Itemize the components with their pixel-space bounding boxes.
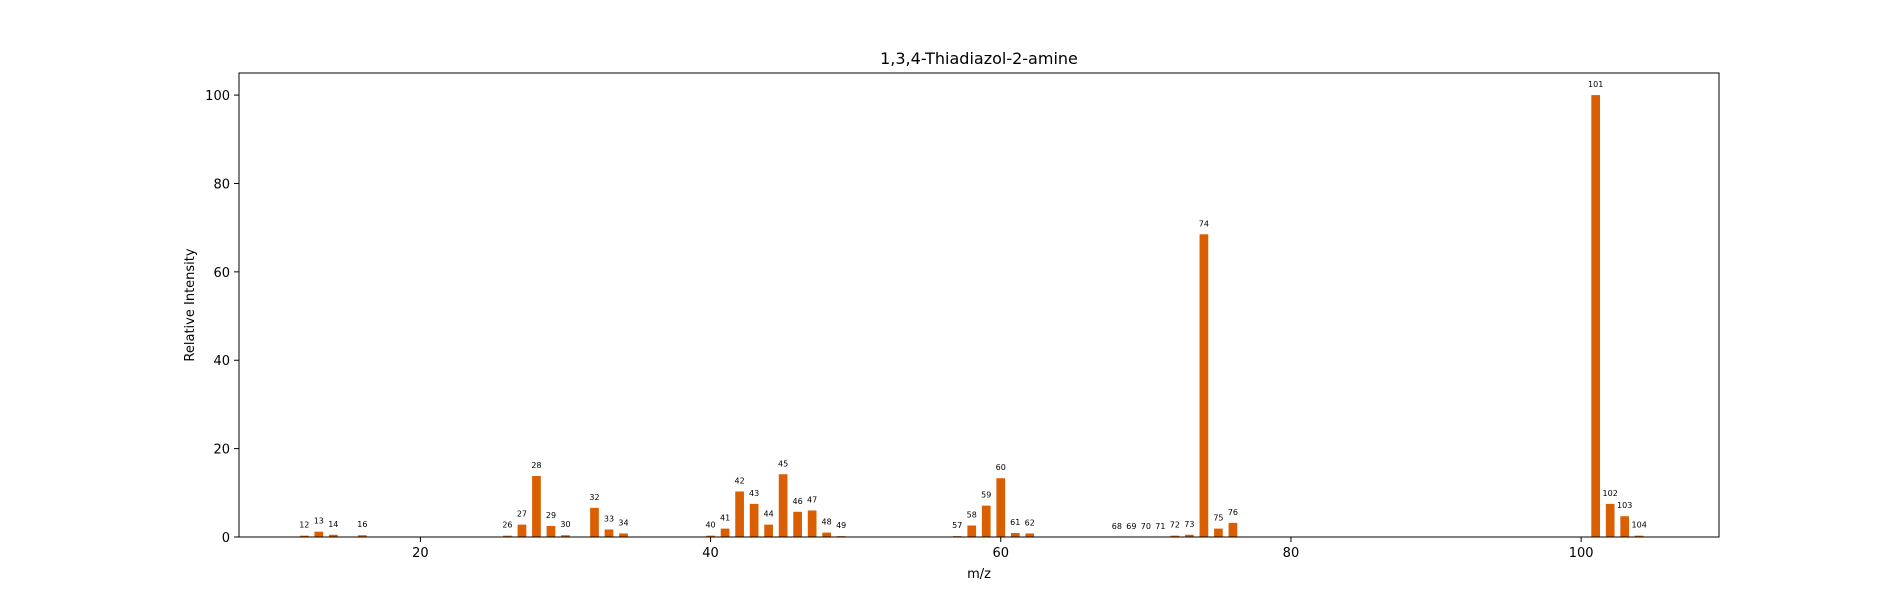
- bar-mz-12: [299, 535, 309, 537]
- bar-label-mz-12: 12: [299, 521, 309, 530]
- bar-mz-76: [1228, 522, 1238, 537]
- bar-mz-45: [778, 474, 788, 537]
- y-tick-label-40: 40: [213, 354, 230, 369]
- bar-mz-44: [764, 524, 773, 537]
- bar-mz-40: [706, 535, 715, 537]
- bar-label-mz-16: 16: [357, 520, 367, 529]
- bar-label-mz-73: 73: [1184, 520, 1194, 529]
- plot-frame: [238, 72, 1720, 538]
- bar-label-mz-75: 75: [1213, 514, 1223, 523]
- bar-label-mz-40: 40: [705, 521, 715, 530]
- chart-title: 1,3,4-Thiadiazol-2-amine: [880, 49, 1078, 68]
- bar-label-mz-14: 14: [328, 520, 338, 529]
- bar-label-mz-29: 29: [546, 511, 556, 520]
- bar-mz-104: [1634, 535, 1644, 537]
- bar-label-mz-32: 32: [589, 493, 599, 502]
- bar-series: [299, 95, 1644, 538]
- bar-label-mz-103: 103: [1617, 501, 1632, 510]
- bar-mz-32: [590, 507, 599, 537]
- bar-label-mz-104: 104: [1632, 521, 1647, 530]
- bar-mz-48: [822, 532, 831, 537]
- bar-data-labels: 12 13 14 16 26 27 28 29 30 32 33 34 40 41 42 43 44 45 46 47…: [299, 80, 1647, 531]
- bar-label-mz-62: 62: [1025, 518, 1035, 527]
- bar-label-mz-34: 34: [618, 518, 628, 527]
- bar-label-mz-13: 13: [314, 517, 324, 526]
- bar-label-mz-46: 46: [793, 497, 803, 506]
- bar-mz-59: [981, 505, 991, 537]
- bar-label-mz-70: 70: [1141, 522, 1151, 531]
- bar-label-mz-68: 68: [1112, 522, 1122, 531]
- bar-label-mz-49: 49: [836, 521, 846, 530]
- bar-mz-41: [720, 528, 730, 537]
- bar-label-mz-45: 45: [778, 459, 788, 468]
- bar-label-mz-26: 26: [502, 521, 512, 530]
- bar-label-mz-44: 44: [764, 510, 774, 519]
- bar-label-mz-76: 76: [1228, 508, 1238, 517]
- bar-label-mz-59: 59: [981, 491, 991, 500]
- y-tick-label-100: 100: [205, 89, 230, 104]
- bar-mz-27: [517, 524, 527, 537]
- bar-mz-28: [532, 476, 541, 537]
- bar-mz-72: [1170, 535, 1180, 537]
- bar-label-mz-60: 60: [996, 463, 1006, 472]
- bar-label-mz-71: 71: [1155, 522, 1165, 531]
- bar-mz-34: [619, 533, 628, 537]
- bar-mz-14: [328, 534, 338, 537]
- bar-label-mz-43: 43: [749, 489, 759, 498]
- bar-mz-73: [1185, 534, 1194, 537]
- y-axis-label: Relative Intensity: [183, 248, 198, 361]
- bar-label-mz-74: 74: [1199, 219, 1209, 228]
- bar-mz-74: [1199, 234, 1209, 538]
- bar-label-mz-27: 27: [517, 510, 527, 519]
- x-tick-label-40: 40: [702, 546, 719, 561]
- bar-label-mz-57: 57: [952, 521, 962, 530]
- bar-mz-103: [1620, 516, 1630, 537]
- bar-mz-26: [503, 535, 512, 537]
- bar-mz-33: [604, 529, 614, 537]
- bar-mz-47: [807, 510, 817, 537]
- bar-mz-43: [749, 503, 759, 537]
- bar-mz-102: [1605, 503, 1615, 537]
- bar-label-mz-102: 102: [1603, 489, 1618, 498]
- bar-label-mz-30: 30: [560, 520, 570, 529]
- bar-mz-30: [561, 535, 570, 537]
- x-tick-label-100: 100: [1569, 546, 1594, 561]
- bar-mz-46: [793, 511, 802, 537]
- bar-label-mz-72: 72: [1170, 521, 1180, 530]
- bar-mz-60: [996, 478, 1006, 537]
- x-tick-label-20: 20: [412, 546, 429, 561]
- y-tick-label-0: 0: [222, 531, 230, 546]
- x-axis: 20 40 60 80 100: [412, 537, 1594, 561]
- y-tick-label-60: 60: [213, 266, 230, 281]
- bar-mz-75: [1214, 528, 1223, 537]
- y-tick-label-80: 80: [213, 177, 230, 192]
- bar-label-mz-47: 47: [807, 495, 817, 504]
- bar-mz-101: [1591, 95, 1601, 537]
- bar-label-mz-69: 69: [1126, 522, 1136, 531]
- bar-label-mz-48: 48: [822, 518, 832, 527]
- y-tick-label-20: 20: [213, 443, 230, 458]
- bar-mz-42: [735, 491, 744, 537]
- bar-mz-62: [1025, 533, 1035, 537]
- y-axis: 0 20 40 60 80 100: [205, 89, 239, 546]
- bar-label-mz-41: 41: [720, 514, 730, 523]
- x-axis-label: m/z: [967, 567, 991, 582]
- bar-mz-61: [1010, 533, 1020, 537]
- x-tick-label-80: 80: [1283, 546, 1300, 561]
- bar-label-mz-42: 42: [734, 476, 744, 485]
- bar-mz-13: [314, 531, 324, 537]
- x-tick-label-60: 60: [992, 546, 1009, 561]
- bar-label-mz-101: 101: [1588, 80, 1603, 89]
- bar-label-mz-58: 58: [967, 511, 977, 520]
- bar-label-mz-28: 28: [531, 461, 541, 470]
- bar-label-mz-61: 61: [1010, 518, 1020, 527]
- bar-label-mz-33: 33: [604, 514, 614, 523]
- bar-mz-16: [357, 535, 367, 537]
- bar-mz-58: [967, 525, 977, 537]
- bar-mz-29: [546, 525, 556, 537]
